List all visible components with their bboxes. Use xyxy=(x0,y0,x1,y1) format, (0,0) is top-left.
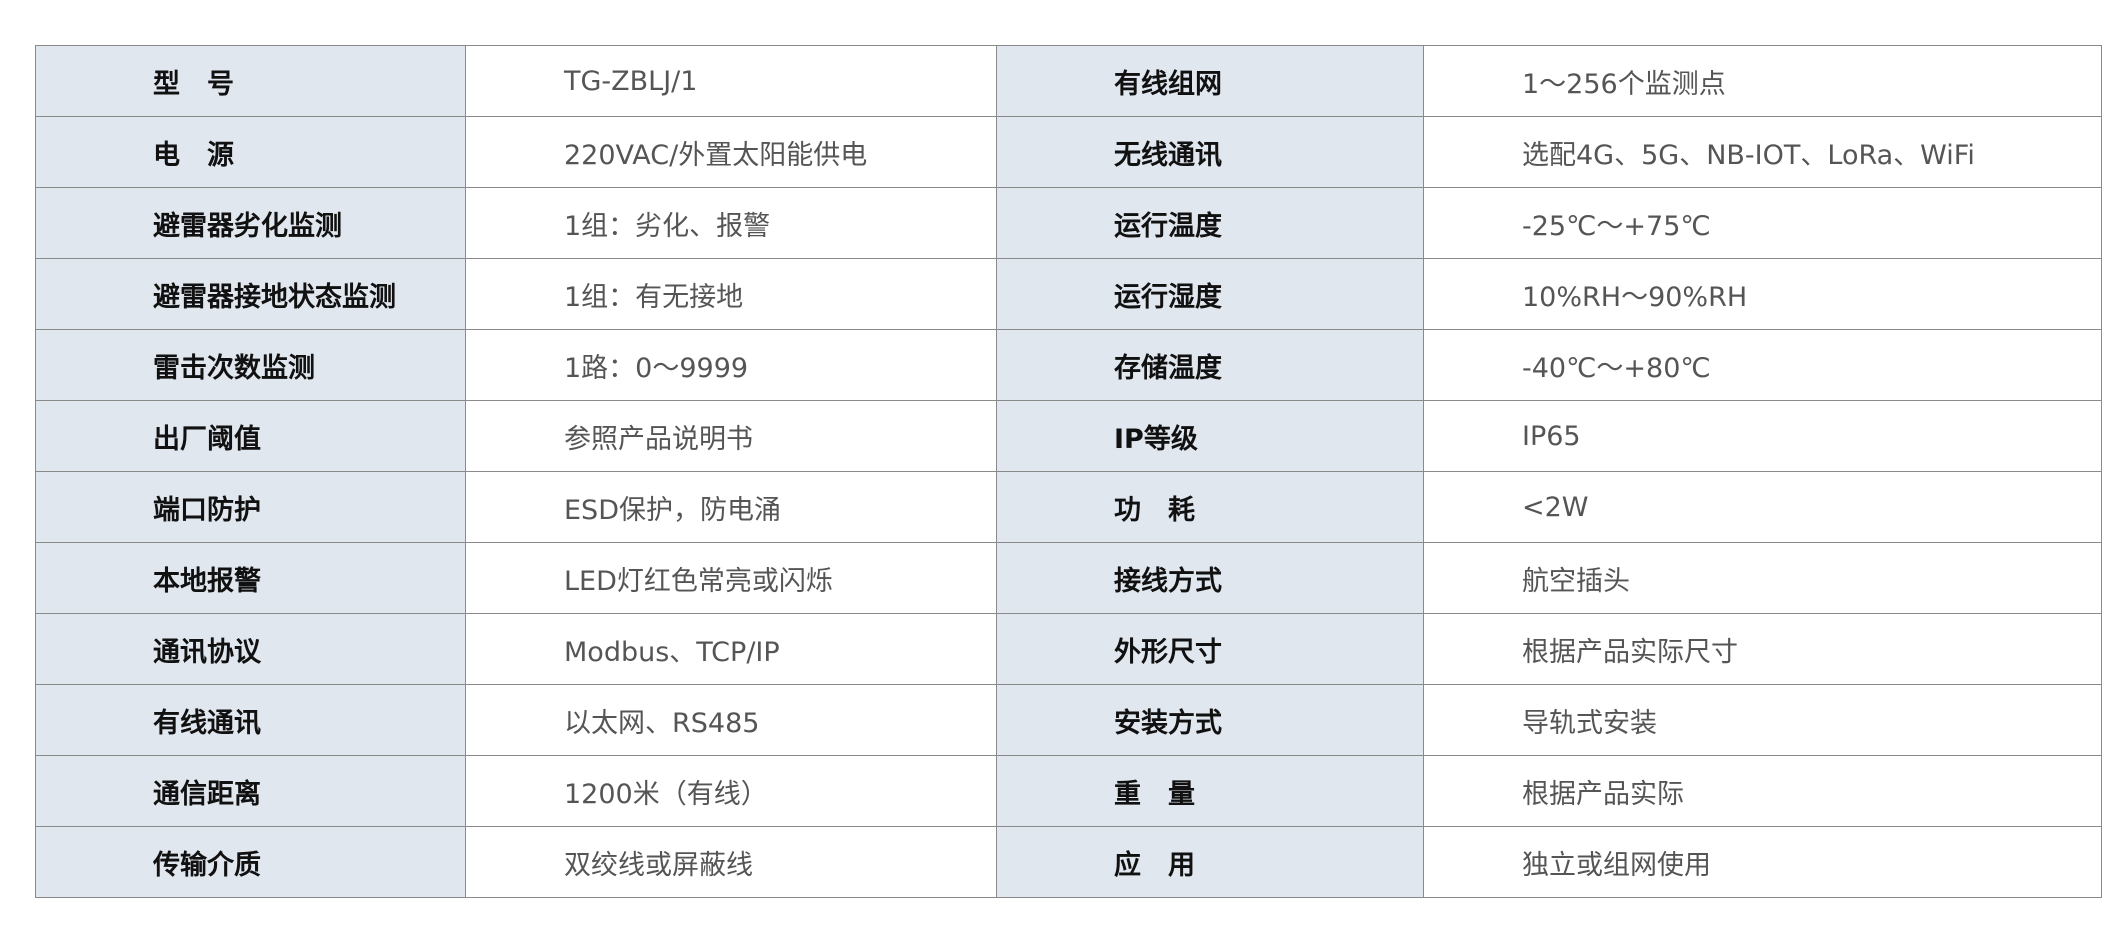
spec-value: -40℃～+80℃ xyxy=(1423,329,2102,401)
spec-value: 1～256个监测点 xyxy=(1423,45,2102,117)
spec-value: 10%RH～90%RH xyxy=(1423,258,2102,330)
spec-label: 出厂阈值 xyxy=(35,400,466,472)
spec-value: 航空插头 xyxy=(1423,542,2102,614)
spec-label: 运行湿度 xyxy=(996,258,1424,330)
spec-label: 有线组网 xyxy=(996,45,1424,117)
spec-label: IP等级 xyxy=(996,400,1424,472)
spec-label: 外形尺寸 xyxy=(996,613,1424,685)
spec-value: 双绞线或屏蔽线 xyxy=(465,826,997,898)
spec-label: 有线通讯 xyxy=(35,684,466,756)
spec-label: 运行温度 xyxy=(996,187,1424,259)
spec-label: 本地报警 xyxy=(35,542,466,614)
spec-label: 电 源 xyxy=(35,116,466,188)
spec-value: <2W xyxy=(1423,471,2102,543)
spec-value: 1组：劣化、报警 xyxy=(465,187,997,259)
spec-value: TG-ZBLJ/1 xyxy=(465,45,997,117)
table-row: 有线通讯 以太网、RS485 安装方式 导轨式安装 xyxy=(35,684,2102,756)
spec-label: 应 用 xyxy=(996,826,1424,898)
spec-label: 存储温度 xyxy=(996,329,1424,401)
spec-value: 1路：0～9999 xyxy=(465,329,997,401)
spec-table: 型 号 TG-ZBLJ/1 有线组网 1～256个监测点电 源 220VAC/外置太阳能… xyxy=(35,45,2102,898)
spec-label: 端口防护 xyxy=(35,471,466,543)
spec-value: 导轨式安装 xyxy=(1423,684,2102,756)
spec-value: 根据产品实际 xyxy=(1423,755,2102,827)
table-row: 传输介质 双绞线或屏蔽线应 用独立或组网使用 xyxy=(35,826,2102,898)
spec-value: Modbus、TCP/IP xyxy=(465,613,997,685)
table-row: 避雷器劣化监测 1组：劣化、报警 运行温度 -25℃～+75℃ xyxy=(35,187,2102,259)
spec-label: 接线方式 xyxy=(996,542,1424,614)
spec-value: 根据产品实际尺寸 xyxy=(1423,613,2102,685)
spec-value: 1组：有无接地 xyxy=(465,258,997,330)
spec-label: 安装方式 xyxy=(996,684,1424,756)
spec-label: 功 耗 xyxy=(996,471,1424,543)
table-row: 电 源 220VAC/外置太阳能供电 无线通讯 选配4G、5G、NB-IOT、LoRa… xyxy=(35,116,2102,188)
spec-value: IP65 xyxy=(1423,400,2102,472)
spec-label: 无线通讯 xyxy=(996,116,1424,188)
spec-label: 传输介质 xyxy=(35,826,466,898)
spec-value: 以太网、RS485 xyxy=(465,684,997,756)
table-row: 通讯协议 Modbus、TCP/IP 外形尺寸 根据产品实际尺寸 xyxy=(35,613,2102,685)
spec-value: 1200米（有线） xyxy=(465,755,997,827)
spec-value: -25℃～+75℃ xyxy=(1423,187,2102,259)
spec-label: 避雷器接地状态监测 xyxy=(35,258,466,330)
spec-label: 避雷器劣化监测 xyxy=(35,187,466,259)
spec-value: 选配4G、5G、NB-IOT、LoRa、WiFi xyxy=(1423,116,2102,188)
spec-value: 独立或组网使用 xyxy=(1423,826,2102,898)
table-row: 避雷器接地状态监测 1组：有无接地 运行湿度 10%RH～90%RH xyxy=(35,258,2102,330)
spec-value: ESD保护，防电涌 xyxy=(465,471,997,543)
spec-label: 通信距离 xyxy=(35,755,466,827)
table-row: 通信距离 1200米（有线）重 量根据产品实际 xyxy=(35,755,2102,827)
spec-value: 参照产品说明书 xyxy=(465,400,997,472)
spec-value: 220VAC/外置太阳能供电 xyxy=(465,116,997,188)
table-row: 型 号 TG-ZBLJ/1 有线组网 1～256个监测点 xyxy=(35,45,2102,117)
spec-label: 雷击次数监测 xyxy=(35,329,466,401)
table-row: 端口防护 ESD保护，防电涌功 耗 <2W xyxy=(35,471,2102,543)
spec-label: 型 号 xyxy=(35,45,466,117)
table-row: 雷击次数监测 1路：0～9999 存储温度 -40℃～+80℃ xyxy=(35,329,2102,401)
spec-label: 重 量 xyxy=(996,755,1424,827)
table-row: 出厂阈值 参照产品说明书 IP等级 IP65 xyxy=(35,400,2102,472)
table-row: 本地报警 LED灯红色常亮或闪烁 接线方式 航空插头 xyxy=(35,542,2102,614)
spec-value: LED灯红色常亮或闪烁 xyxy=(465,542,997,614)
spec-label: 通讯协议 xyxy=(35,613,466,685)
